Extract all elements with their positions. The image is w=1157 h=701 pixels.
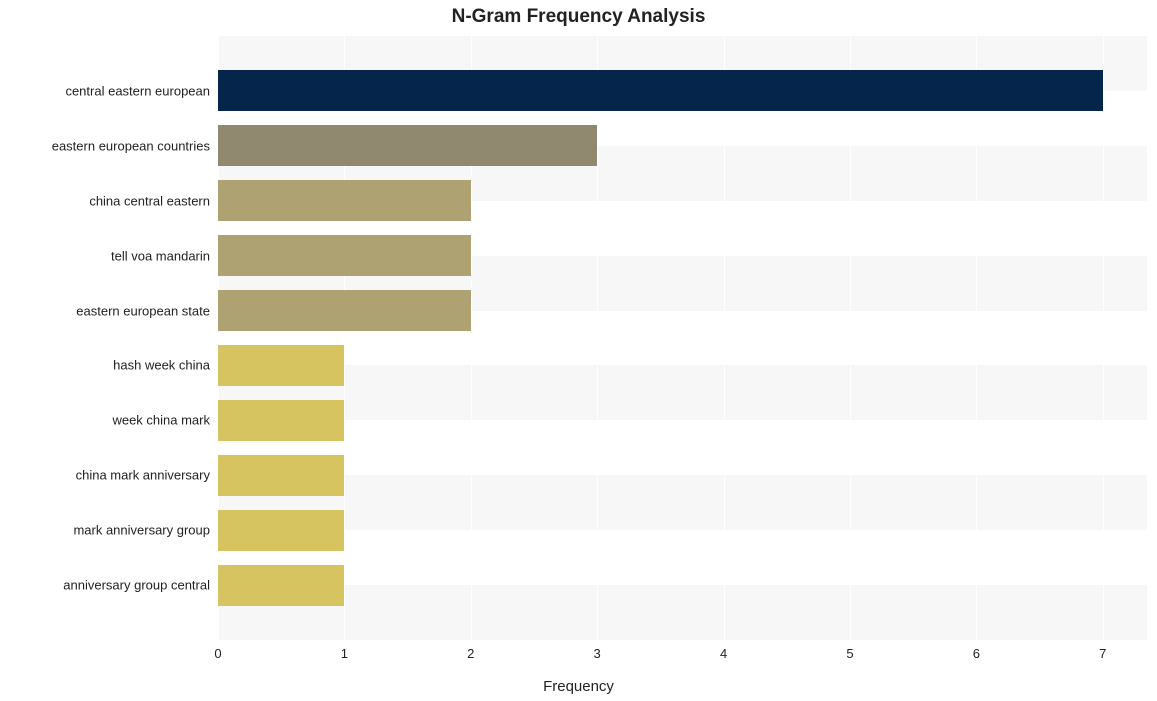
x-tick-label: 3 — [594, 640, 601, 661]
y-tick-label: hash week china — [113, 358, 218, 373]
plot-area: 01234567central eastern europeaneastern … — [218, 36, 1147, 640]
y-tick-label: anniversary group central — [63, 578, 218, 593]
bar — [218, 180, 471, 221]
bar — [218, 345, 344, 386]
y-tick-label: central eastern european — [65, 83, 218, 98]
x-tick-label: 2 — [467, 640, 474, 661]
x-tick-label: 0 — [214, 640, 221, 661]
bar — [218, 70, 1103, 111]
bar — [218, 125, 597, 166]
x-tick-label: 6 — [973, 640, 980, 661]
bar — [218, 290, 471, 331]
gridline — [850, 36, 851, 640]
y-tick-label: china mark anniversary — [76, 468, 218, 483]
row-background — [218, 530, 1147, 585]
y-tick-label: eastern european state — [76, 303, 218, 318]
ngram-frequency-chart: N-Gram Frequency Analysis Frequency 0123… — [0, 0, 1157, 701]
y-tick-label: china central eastern — [89, 193, 218, 208]
gridline — [1103, 36, 1104, 640]
x-tick-label: 7 — [1099, 640, 1106, 661]
bar — [218, 400, 344, 441]
bar — [218, 510, 344, 551]
chart-title: N-Gram Frequency Analysis — [0, 6, 1157, 28]
x-tick-label: 5 — [846, 640, 853, 661]
y-tick-label: tell voa mandarin — [111, 248, 218, 263]
bar — [218, 565, 344, 606]
x-tick-label: 1 — [341, 640, 348, 661]
bar — [218, 235, 471, 276]
row-background — [218, 365, 1147, 420]
row-background — [218, 585, 1147, 640]
gridline — [724, 36, 725, 640]
gridline — [597, 36, 598, 640]
y-tick-label: week china mark — [112, 413, 218, 428]
row-background — [218, 420, 1147, 475]
y-tick-label: mark anniversary group — [73, 523, 218, 538]
row-background — [218, 475, 1147, 530]
bar — [218, 455, 344, 496]
x-axis-label: Frequency — [0, 678, 1157, 695]
x-tick-label: 4 — [720, 640, 727, 661]
y-tick-label: eastern european countries — [52, 138, 218, 153]
gridline — [976, 36, 977, 640]
